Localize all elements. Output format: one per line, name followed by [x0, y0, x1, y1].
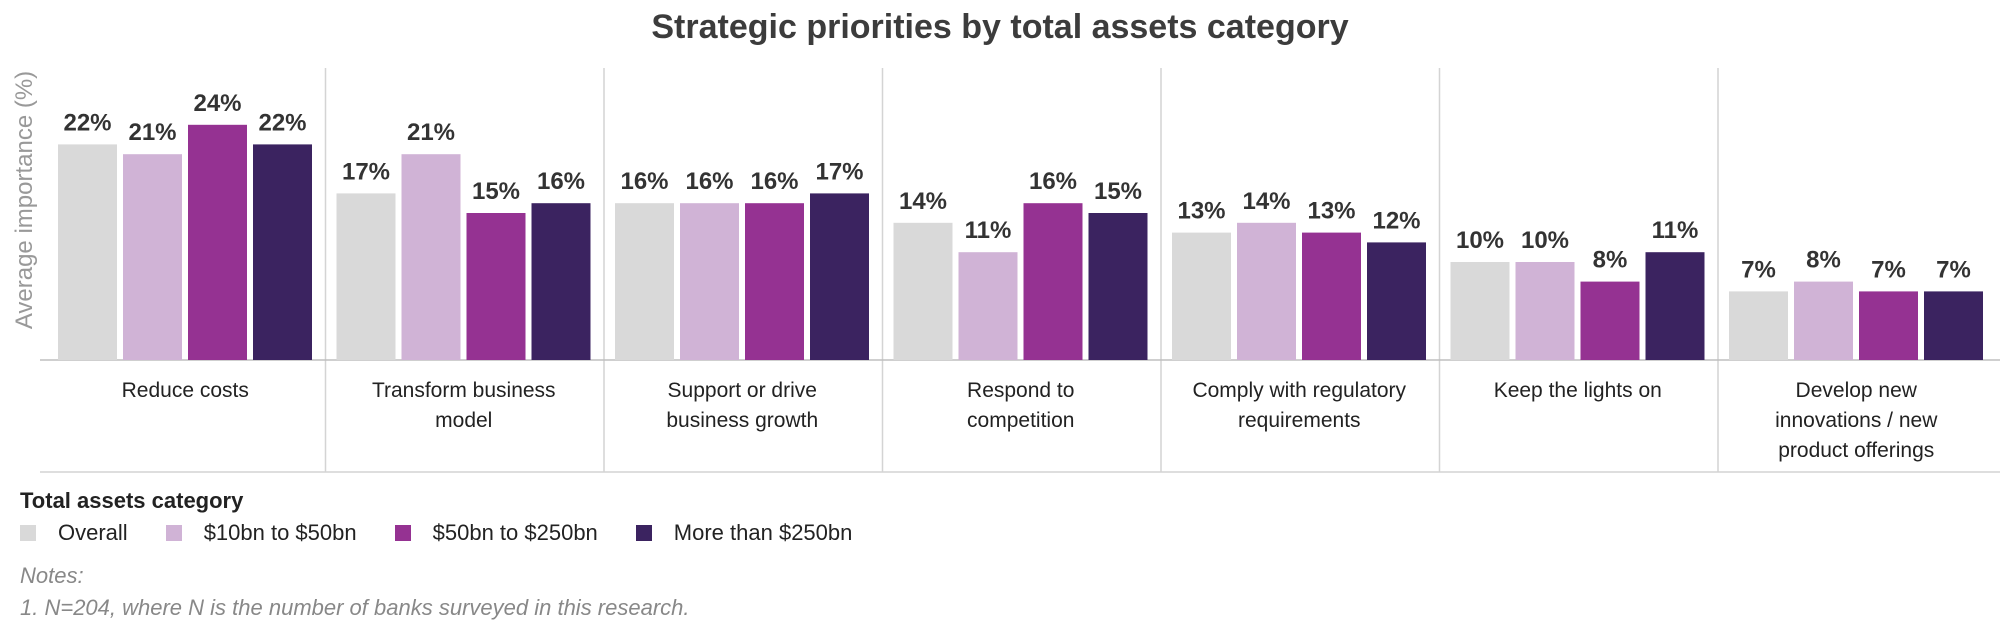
- data-label: 17%: [815, 158, 863, 185]
- chart-plot: Average importance (%) 22% 21% 24% 22% Reduce…: [11, 68, 2000, 473]
- bar: [1450, 262, 1510, 360]
- legend-label: $50bn to $250bn: [432, 520, 598, 545]
- x-tick-label: Comply with regulatory: [1192, 379, 1406, 402]
- bar: [336, 193, 396, 360]
- data-label: 13%: [1307, 198, 1355, 225]
- legend-title: Total assets category: [20, 488, 244, 513]
- data-label: 21%: [407, 119, 455, 146]
- x-tick-label: requirements: [1238, 409, 1361, 432]
- legend-swatch: [20, 525, 36, 541]
- notes: Notes: 1. N=204, where N is the number o…: [20, 560, 690, 624]
- data-label: 15%: [1094, 178, 1142, 205]
- bar: [253, 144, 312, 360]
- x-tick-label: business growth: [666, 409, 818, 432]
- bar: [1302, 232, 1361, 360]
- data-label: 7%: [1871, 256, 1906, 283]
- data-label: 7%: [1936, 256, 1971, 283]
- bar: [58, 144, 117, 360]
- legend-item: $10bn to $50bn: [165, 520, 357, 546]
- data-label: 12%: [1372, 207, 1420, 234]
- data-label: 16%: [537, 168, 585, 195]
- bar: [1088, 213, 1148, 360]
- x-tick-label: Transform business: [372, 379, 556, 402]
- bar: [745, 203, 804, 360]
- legend-swatch: [394, 525, 411, 541]
- bar: [1367, 242, 1426, 360]
- data-label: 7%: [1741, 256, 1776, 283]
- legend-swatch: [165, 525, 182, 541]
- legend-item: $50bn to $250bn: [394, 520, 598, 546]
- chart-title: Strategic priorities by total assets cat…: [651, 8, 1349, 46]
- data-label: 8%: [1806, 247, 1841, 274]
- bar: [1172, 232, 1231, 360]
- legend-label: Overall: [58, 520, 128, 545]
- data-label: 15%: [472, 178, 520, 205]
- data-label: 13%: [1177, 198, 1225, 225]
- y-axis-label: Average importance (%): [11, 71, 38, 329]
- legend: Overall $10bn to $50bn $50bn to $250bn More…: [20, 520, 852, 546]
- x-tick-label: Reduce costs: [122, 379, 249, 402]
- bar: [1023, 203, 1083, 360]
- data-label: 17%: [342, 158, 390, 185]
- legend-label: $10bn to $50bn: [203, 520, 357, 545]
- legend-item: Overall: [20, 520, 128, 546]
- bar: [1515, 262, 1575, 360]
- legend-swatch: [635, 525, 652, 541]
- bar: [893, 222, 953, 360]
- notes-item: 1. N=204, where N is the number of banks…: [20, 595, 690, 620]
- bar: [810, 193, 869, 360]
- bar: [1580, 281, 1640, 360]
- x-tick-label: innovations / new: [1775, 409, 1938, 432]
- bar: [1794, 281, 1853, 360]
- bar: [1924, 291, 1983, 360]
- bar: [1645, 252, 1705, 360]
- bar: [615, 203, 674, 360]
- data-label: 10%: [1456, 227, 1504, 254]
- bar: [1729, 291, 1788, 360]
- x-tick-label: competition: [967, 409, 1074, 432]
- data-label: 22%: [63, 109, 111, 136]
- legend-item: More than $250bn: [635, 520, 853, 546]
- bar: [1237, 222, 1296, 360]
- bar: [1859, 291, 1918, 360]
- bar: [958, 252, 1018, 360]
- bar: [466, 213, 526, 360]
- bar: [680, 203, 739, 360]
- data-label: 16%: [685, 168, 733, 195]
- data-label: 16%: [1029, 168, 1077, 195]
- x-tick-label: Respond to: [967, 379, 1074, 402]
- data-label: 16%: [620, 168, 668, 195]
- x-tick-label: Keep the lights on: [1494, 379, 1662, 402]
- data-label: 10%: [1521, 227, 1569, 254]
- x-tick-label: Develop new: [1796, 379, 1918, 402]
- data-label: 11%: [965, 217, 1012, 244]
- bar: [188, 124, 247, 360]
- data-label: 8%: [1593, 247, 1628, 274]
- x-tick-label: product offerings: [1778, 439, 1934, 462]
- x-tick-label: model: [435, 409, 492, 432]
- data-label: 14%: [1242, 188, 1290, 215]
- data-label: 16%: [750, 168, 798, 195]
- data-label: 11%: [1652, 217, 1699, 244]
- data-label: 14%: [899, 188, 947, 215]
- legend-label: More than $250bn: [673, 520, 853, 545]
- x-tick-label: Support or drive: [668, 379, 817, 402]
- bar: [123, 154, 182, 360]
- data-label: 22%: [258, 109, 306, 136]
- bar: [531, 203, 591, 360]
- data-label: 24%: [193, 90, 241, 117]
- bar: [401, 154, 461, 360]
- notes-heading: Notes:: [20, 563, 84, 588]
- data-label: 21%: [128, 119, 176, 146]
